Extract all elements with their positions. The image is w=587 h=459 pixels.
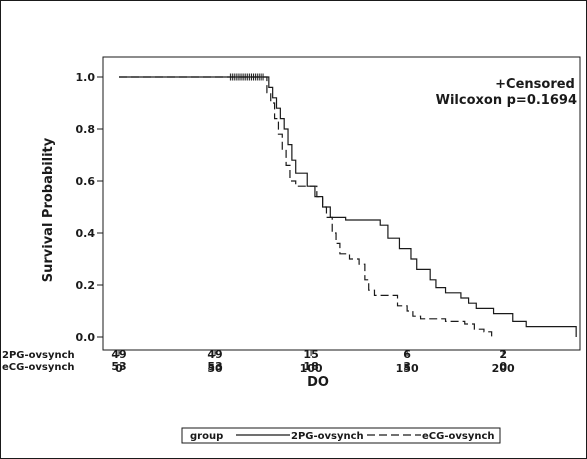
x-tick-label: 0 [115, 362, 123, 375]
legend-box [181, 427, 501, 444]
ticks-layer: 0.00.20.40.60.81.00 50 100 150 200 [76, 71, 515, 375]
risk-count-2pg: 6 [403, 348, 411, 361]
risk-count-ecg: 53 [111, 360, 126, 373]
x-tick-label: 200 [492, 362, 515, 375]
y-tick-label: 1.0 [76, 71, 96, 84]
risk-count-2pg: 2 [499, 348, 507, 361]
curve-2pg-ovsynch [119, 76, 577, 337]
risk-count-ecg: 18 [303, 360, 318, 373]
curve-ecg-ovsynch [119, 76, 493, 337]
risk-row-label-ecg: eCG-ovsynch [2, 362, 75, 373]
plot-area [102, 56, 581, 351]
censored-annotation: +Censored [495, 77, 575, 92]
y-tick-label: 0.2 [76, 279, 96, 292]
y-tick-label: 0.8 [76, 123, 96, 136]
curves-layer [119, 73, 577, 337]
x-axis-title: DO [307, 375, 329, 390]
risk-count-ecg: 0 [499, 360, 507, 373]
risk-count-2pg: 15 [303, 348, 318, 361]
risk-count-ecg: 53 [207, 360, 222, 373]
legend-entry-ecg: eCG-ovsynch [422, 431, 495, 442]
x-tick-label: 150 [396, 362, 419, 375]
risk-count-2pg: 49 [111, 348, 126, 361]
x-tick-label: 100 [300, 362, 323, 375]
risk-row-label-2pg: 2PG-ovsynch [2, 350, 75, 361]
risk-numbers-layer: 49 49 15 6 2 53 53 18 3 0 [111, 348, 507, 373]
risk-count-ecg: 3 [403, 360, 411, 373]
risk-count-2pg: 49 [207, 348, 222, 361]
y-axis-title: Survival Probability [41, 137, 56, 282]
legend-title: group [190, 431, 223, 442]
y-tick-label: 0.4 [76, 227, 96, 240]
x-tick-label: 50 [207, 362, 223, 375]
legend-entry-2pg: 2PG-ovsynch [291, 431, 364, 442]
wilcoxon-annotation: Wilcoxon p=0.1694 [436, 93, 577, 108]
y-tick-label: 0.6 [76, 175, 96, 188]
y-tick-label: 0.0 [76, 331, 96, 344]
